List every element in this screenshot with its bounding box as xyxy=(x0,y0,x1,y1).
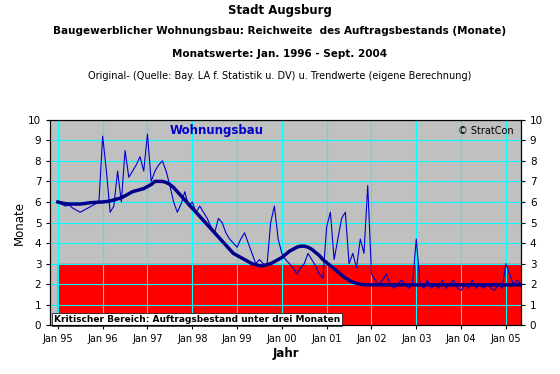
X-axis label: Jahr: Jahr xyxy=(272,347,299,360)
Text: Stadt Augsburg: Stadt Augsburg xyxy=(228,4,332,17)
Y-axis label: Monate: Monate xyxy=(12,200,25,245)
Text: Original- (Quelle: Bay. LA f. Statistik u. DV) u. Trendwerte (eigene Berechnung): Original- (Quelle: Bay. LA f. Statistik … xyxy=(88,71,472,81)
Text: Kritischer Bereich: Auftragsbestand unter drei Monaten: Kritischer Bereich: Auftragsbestand unte… xyxy=(54,315,340,324)
Text: © StratCon: © StratCon xyxy=(458,126,514,136)
Text: Monatswerte: Jan. 1996 - Sept. 2004: Monatswerte: Jan. 1996 - Sept. 2004 xyxy=(172,49,388,59)
Text: Wohnungsbau: Wohnungsbau xyxy=(170,124,264,137)
Text: Baugewerblicher Wohnungsbau: Reichweite  des Auftragsbestands (Monate): Baugewerblicher Wohnungsbau: Reichweite … xyxy=(53,26,507,36)
